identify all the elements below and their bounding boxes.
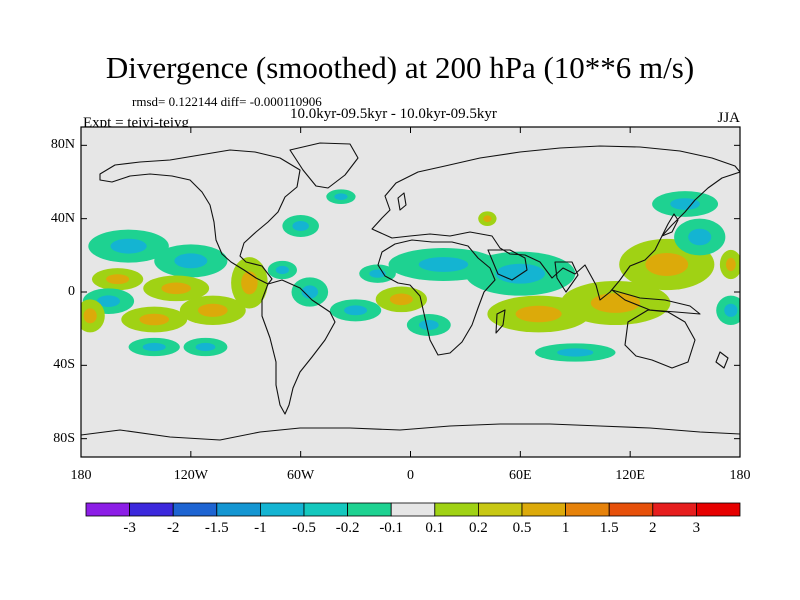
anomaly-core-pos-17 — [389, 293, 413, 306]
anomaly-core-neg-25 — [688, 228, 712, 246]
coastline-north-america — [99, 149, 301, 285]
coastline-india — [554, 261, 579, 293]
subtitle: 10.0kyr-09.5kyr - 10.0kyr-09.5kyr — [290, 106, 497, 122]
colorbar-label: -2 — [166, 520, 180, 536]
anomaly-core-pos-8 — [241, 271, 258, 295]
colorbar-label: 0.2 — [469, 520, 488, 536]
anomaly-core-neg-9 — [275, 265, 289, 275]
anomaly-core-neg-13 — [292, 221, 309, 231]
coastline-uk — [397, 192, 407, 211]
lat-label: 40N — [50, 210, 75, 226]
colorbar-label: 2 — [649, 520, 657, 536]
anomaly-core-neg-1 — [174, 253, 208, 269]
colorbar-swatch — [216, 502, 261, 517]
anomaly-field — [81, 189, 740, 362]
anomaly-core-neg-29 — [724, 303, 738, 317]
colorbar-label: 1 — [561, 520, 570, 536]
anomaly-core-neg-11 — [142, 342, 166, 352]
colorbar-swatch — [565, 502, 610, 517]
colorbar-swatch — [477, 502, 523, 517]
lat-label: 80S — [53, 430, 75, 446]
lon-label: 120E — [615, 468, 645, 483]
colorbar-swatch — [434, 502, 479, 517]
colorbar-swatch — [347, 502, 392, 517]
lon-label: 180 — [70, 468, 92, 483]
anomaly-core-pos-28 — [725, 257, 736, 272]
anomaly-core-pos-3 — [161, 282, 192, 295]
lon-label: 120W — [173, 468, 208, 483]
coastline-madagascar — [495, 309, 506, 334]
colorbar-swatch — [390, 502, 436, 517]
lon-label: 60E — [509, 468, 532, 483]
colorbar-swatch — [85, 502, 130, 517]
colorbar-label: -0.1 — [379, 520, 404, 536]
coastline-south-america — [261, 279, 336, 415]
coastline-antarctica — [81, 423, 740, 441]
anomaly-core-neg-16 — [344, 305, 368, 316]
coastline-new-zealand — [715, 351, 729, 369]
anomaly-core-pos-24 — [645, 252, 689, 277]
lat-label: 40S — [53, 357, 75, 373]
anomaly-core-pos-20 — [483, 215, 492, 222]
anomaly-core-neg-10 — [301, 285, 319, 299]
colorbar-swatch — [652, 502, 697, 517]
lon-label: 0 — [407, 468, 414, 483]
lon-label: 60W — [287, 468, 315, 483]
colorbar-swatch — [172, 502, 218, 517]
colorbar-label: 3 — [692, 520, 701, 536]
coastline-eurasia — [371, 145, 740, 301]
coastline-indonesia — [611, 289, 701, 315]
colorbar-swatch — [259, 502, 305, 517]
colorbar-label: -1 — [254, 520, 267, 536]
colorbar-label: -0.5 — [292, 520, 316, 536]
colorbar-swatch — [303, 502, 348, 517]
coastline-africa — [377, 239, 496, 356]
coastline-japan — [661, 213, 679, 237]
anomaly-core-neg-18 — [418, 257, 469, 272]
coastline-arabia — [487, 249, 528, 281]
lat-label: 80N — [50, 137, 75, 153]
anomaly-core-neg-27 — [557, 348, 594, 357]
coastlines — [81, 142, 740, 441]
colorbar-swatch — [521, 502, 566, 517]
anomaly-core-neg-26 — [670, 198, 700, 210]
colorbar-label: -3 — [123, 520, 136, 536]
anomaly-core-neg-4 — [96, 295, 120, 307]
anomaly-core-neg-21 — [495, 263, 546, 284]
anomaly-core-neg-14 — [334, 193, 348, 200]
colorbar — [85, 502, 741, 517]
anomaly-core-neg-12 — [195, 342, 216, 352]
colorbar-swatch — [608, 502, 654, 517]
anomaly-core-pos-7 — [83, 308, 97, 324]
anomaly-core-pos-2 — [106, 274, 130, 285]
colorbar-label: -0.2 — [335, 520, 360, 536]
anomaly-core-pos-6 — [139, 313, 170, 326]
anomaly-core-pos-5 — [197, 303, 228, 317]
colorbar-label: 0.5 — [512, 520, 532, 536]
colorbar-swatch — [696, 502, 741, 517]
stats-line: rmsd= 0.122144 diff= -0.000110906 — [132, 94, 322, 109]
lat-label: 0 — [68, 284, 75, 299]
colorbar-label: 1.5 — [599, 520, 619, 536]
axis-ticks — [80, 127, 741, 457]
coastline-greenland — [289, 142, 359, 189]
page-title: Divergence (smoothed) at 200 hPa (10**6 … — [105, 50, 695, 85]
lon-label: 180 — [729, 468, 751, 483]
coastline-australia — [624, 309, 696, 369]
season-label: JJA — [717, 110, 740, 126]
colorbar-swatch — [129, 502, 174, 517]
anomaly-core-neg-19 — [418, 320, 439, 330]
colorbar-label: -1.5 — [204, 520, 229, 536]
anomaly-core-pos-22 — [515, 305, 562, 323]
colorbar-label: 0.1 — [425, 520, 445, 536]
anomaly-core-neg-0 — [110, 238, 147, 254]
